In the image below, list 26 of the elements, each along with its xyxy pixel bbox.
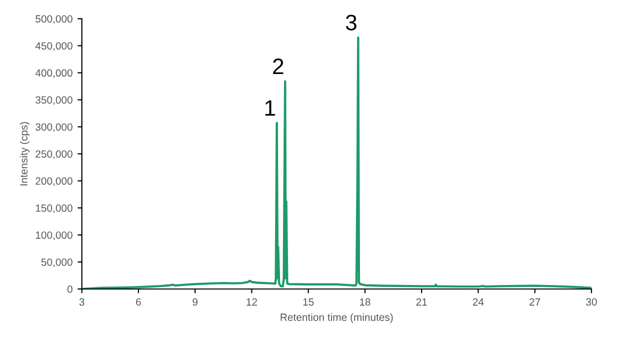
x-axis-title: Retention time (minutes) — [280, 313, 393, 323]
y-tick-label: 300,000 — [36, 123, 72, 132]
x-tick-label: 30 — [586, 298, 597, 306]
y-tick-label: 200,000 — [36, 177, 72, 186]
annotation: 1 — [265, 100, 275, 116]
x-tick-label: 24 — [472, 298, 484, 306]
annotation: 2 — [273, 58, 284, 74]
x-tick-label: 6 — [136, 298, 141, 306]
y-tick-label: 100,000 — [36, 231, 72, 240]
x-tick-label: 21 — [416, 298, 427, 306]
x-tick-label: 18 — [360, 298, 370, 306]
x-tick-label: 27 — [530, 298, 540, 306]
y-axis-title: Intensity (cps) — [20, 122, 30, 186]
y-tick-label: 250,000 — [36, 150, 72, 159]
x-tick-label: 12 — [246, 298, 257, 306]
y-tick-label: 500,000 — [36, 15, 72, 24]
annotation: 3 — [346, 14, 356, 30]
y-tick-label: 400,000 — [35, 69, 72, 78]
y-tick-label: 50,000 — [41, 258, 72, 268]
y-tick-label: 350,000 — [36, 96, 72, 105]
y-tick-label: 150,000 — [36, 204, 72, 214]
y-tick-label: 0 — [67, 286, 72, 293]
y-tick-label: 450,000 — [35, 42, 72, 51]
x-tick-label: 3 — [79, 298, 84, 306]
x-tick-label: 9 — [192, 298, 198, 306]
x-tick-label: 15 — [303, 298, 314, 306]
